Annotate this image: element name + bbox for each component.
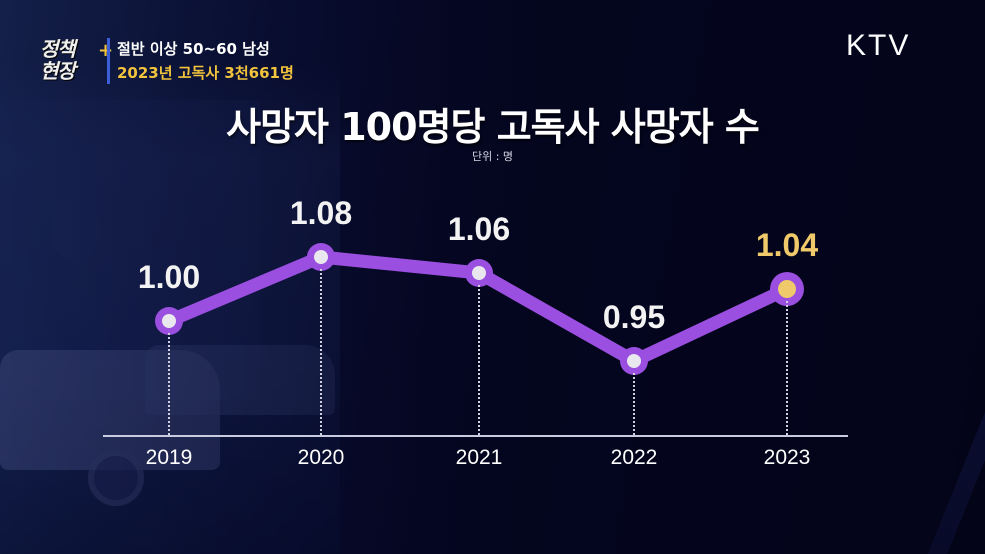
channel-logo: KTV (846, 29, 911, 62)
data-point-marker (778, 280, 796, 298)
value-label: 1.06 (447, 211, 511, 247)
chart-title: 사망자 100명당 고독사 사망자 수 (226, 105, 760, 149)
logo-line2: 현장 (40, 59, 76, 83)
drop-line (168, 333, 170, 435)
x-tick-label: 2022 (610, 446, 658, 469)
x-tick-label: 2021 (455, 446, 503, 469)
x-tick-label: 2020 (297, 446, 345, 469)
drop-line (786, 301, 788, 435)
unit-label: 단위 : 명 (471, 150, 514, 163)
caption-divider (107, 38, 110, 84)
caption-line2: 2023년 고독사 3천661명 (117, 64, 294, 82)
drop-line (478, 285, 480, 435)
logo-line1: 정책 (40, 37, 76, 61)
value-label: 1.04 (755, 227, 819, 263)
value-label: 1.00 (137, 259, 201, 295)
x-axis (103, 435, 848, 437)
data-point-marker (627, 354, 641, 368)
caption-line1: 절반 이상 50~60 남성 (117, 40, 270, 58)
x-tick-label: 2019 (145, 446, 193, 469)
data-point-marker (314, 250, 328, 264)
x-tick-label: 2023 (763, 446, 811, 469)
data-point-marker (472, 266, 486, 280)
drop-line (633, 373, 635, 435)
value-label: 1.08 (289, 195, 353, 231)
drop-line (320, 269, 322, 435)
data-point-marker (162, 314, 176, 328)
value-label: 0.95 (602, 299, 666, 335)
